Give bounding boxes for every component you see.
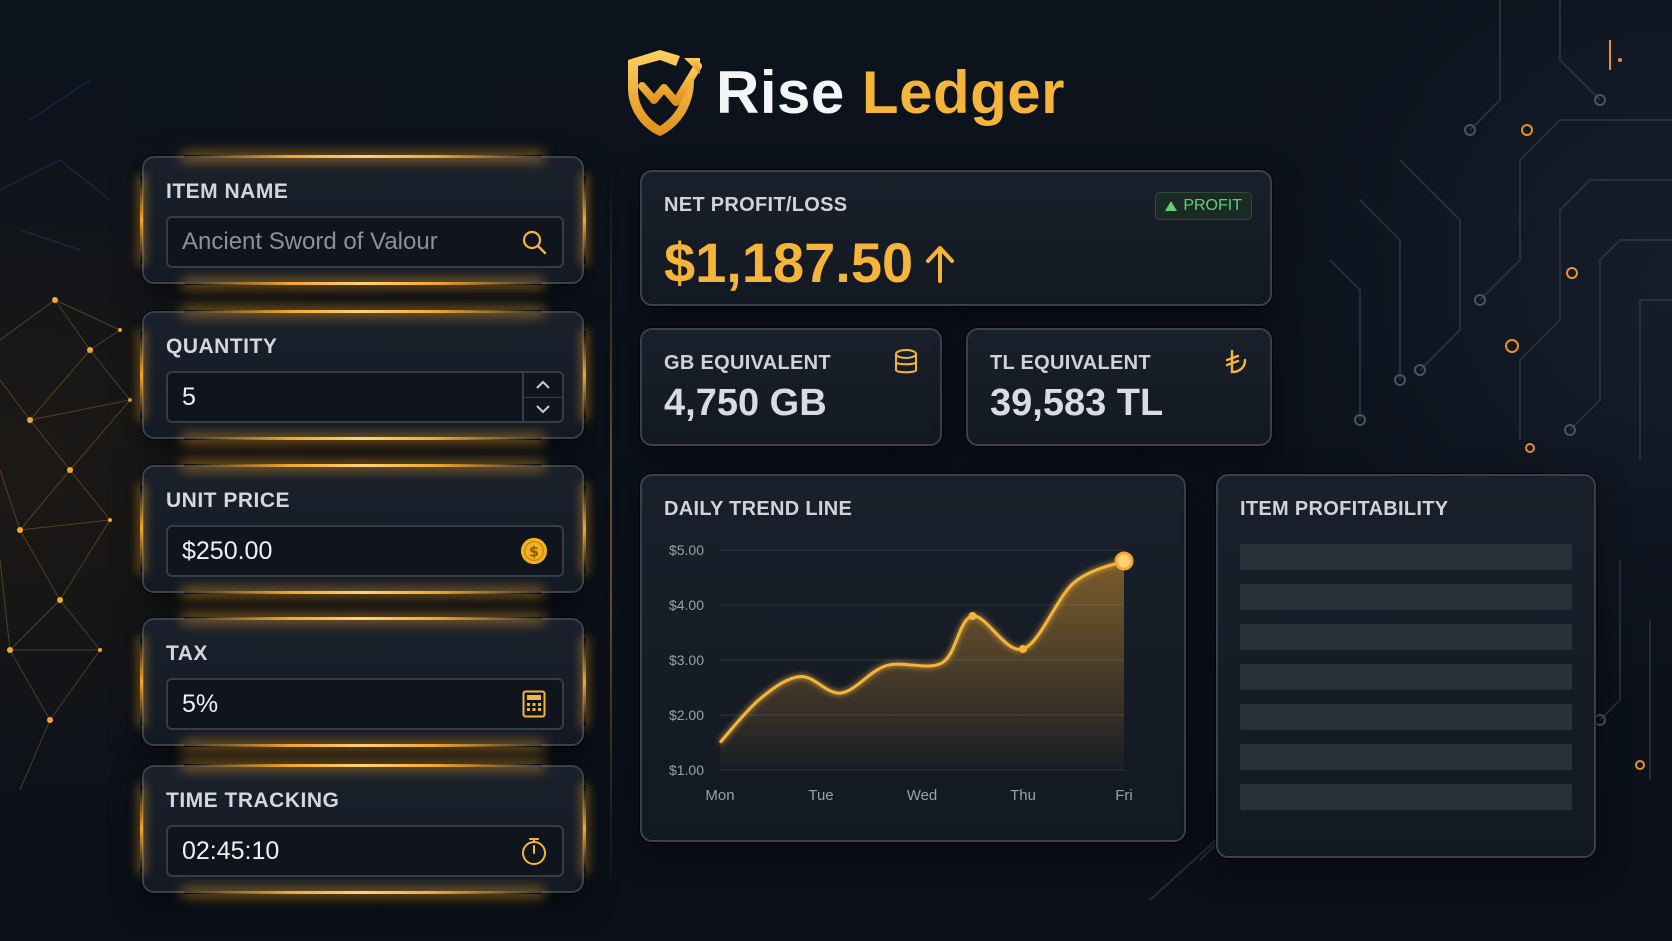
stopwatch-icon[interactable] [520,837,548,865]
profitability-row [1240,624,1572,650]
time-tracking-input[interactable]: 02:45:10 [166,825,564,877]
gb-equivalent-value: 4,750 GB [664,382,827,424]
y-tick-label: $4.00 [669,597,704,613]
quantity-card: QUANTITY 5 [140,310,586,440]
net-profit-value-row: $1,187.50 [664,230,957,295]
search-icon[interactable] [520,228,548,256]
unit-price-card: UNIT PRICE $250.00 $ [140,464,586,594]
time-tracking-label: TIME TRACKING [166,789,340,812]
item-name-placeholder: Ancient Sword of Valour [182,228,438,255]
tax-value[interactable]: 5% [182,689,219,718]
trend-line [718,559,1125,744]
profit-status-badge: PROFIT [1155,192,1252,220]
brand-header: Rise Ledger [620,44,1065,140]
unit-price-input[interactable]: $250.00 $ [166,525,564,577]
time-tracking-card: TIME TRACKING 02:45:10 [140,764,586,894]
brand-title-word2: Ledger [861,58,1065,126]
gb-equivalent-card: GB EQUIVALENT 4,750 GB [640,328,942,446]
x-tick-label: Mon [705,787,734,804]
column-divider [610,170,612,890]
item-profitability-card: ITEM PROFITABILITY [1216,474,1596,858]
trend-data-point [1114,551,1134,571]
profitability-row [1240,584,1572,610]
tax-input[interactable]: 5% [166,678,564,730]
net-profit-label: NET PROFIT/LOSS [664,194,848,216]
profitability-row [1240,744,1572,770]
tl-equivalent-value: 39,583 TL [990,382,1164,424]
daily-trend-chart: $5.00 $4.00 $3.00 $2.00 $1.00 Mon Tue Wed Thu Fr… [669,542,1134,804]
quantity-label: QUANTITY [166,335,278,358]
calculator-icon [520,690,548,718]
trend-area-fill [720,561,1124,770]
shield-logo-icon [628,50,702,136]
profitability-row [1240,784,1572,810]
triangle-up-icon [1165,201,1178,211]
item-name-label: ITEM NAME [166,180,289,203]
item-name-card: ITEM NAME Ancient Sword of Valour [140,155,586,285]
chevron-up-icon[interactable] [524,373,562,398]
quantity-value[interactable]: 5 [182,382,196,411]
daily-trend-card: DAILY TREND LINE $5.00 $4.00 $3.00 $2.00 $1.… [640,474,1186,842]
gb-equivalent-label: GB EQUIVALENT [664,352,831,374]
brand-title-word1: Rise [716,58,845,126]
item-name-input[interactable]: Ancient Sword of Valour [166,216,564,268]
unit-price-label: UNIT PRICE [166,489,291,512]
profit-badge-label: PROFIT [1183,197,1242,214]
tax-card: TAX 5% [140,617,586,747]
tl-equivalent-label: TL EQUIVALENT [990,352,1151,374]
quantity-stepper[interactable]: 5 [166,371,564,423]
net-profit-card: NET PROFIT/LOSS PROFIT $1,187.50 [640,170,1272,306]
y-tick-label: $1.00 [669,762,704,778]
x-tick-label: Tue [808,787,833,804]
unit-price-value[interactable]: $250.00 [182,536,273,565]
svg-text:$: $ [529,545,539,561]
chart-title: DAILY TREND LINE [664,498,853,520]
net-profit-value: $1,187.50 [664,231,914,294]
x-tick-label: Wed [907,787,938,804]
chevron-down-icon[interactable] [524,398,562,422]
lira-icon [1225,349,1247,374]
profitability-row [1240,664,1572,690]
tax-label: TAX [166,642,208,665]
item-profitability-label: ITEM PROFITABILITY [1240,498,1449,520]
y-tick-label: $3.00 [669,652,704,668]
database-icon [895,349,917,374]
profitability-row [1240,544,1572,570]
x-tick-label: Fri [1115,787,1133,804]
time-tracking-value[interactable]: 02:45:10 [182,836,280,865]
y-tick-label: $5.00 [669,542,704,558]
arrow-up-icon [926,245,955,283]
coin-icon: $ [520,537,548,565]
trend-data-point [1019,645,1027,653]
y-tick-label: $2.00 [669,707,704,723]
profitability-row [1240,704,1572,730]
trend-data-point [968,612,977,620]
x-tick-label: Thu [1010,787,1036,804]
tl-equivalent-card: TL EQUIVALENT 39,583 TL [966,328,1272,446]
